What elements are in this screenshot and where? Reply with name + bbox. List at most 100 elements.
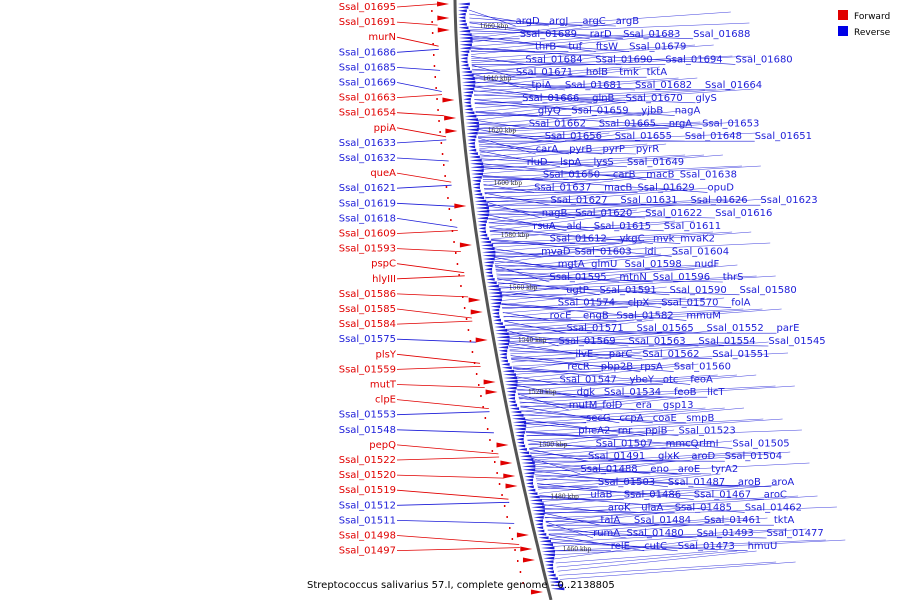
- reverse-gene-block: [476, 213, 489, 217]
- left-gene-label: Ssal_01586: [339, 289, 396, 300]
- left-gene-label: pspC: [371, 259, 396, 270]
- reverse-gene-block: [511, 414, 524, 417]
- reverse-gene-block: [488, 291, 502, 295]
- right-leader-line: [475, 99, 625, 117]
- reverse-gene-block: [493, 318, 501, 322]
- right-gene-label: Ssal_01665: [599, 118, 656, 129]
- right-gene-label: pbp2B: [601, 362, 633, 373]
- left-gene-label: Ssal_01593: [339, 244, 396, 255]
- right-gene-label: glyQ: [538, 106, 561, 117]
- right-leader-line: [520, 405, 663, 411]
- reverse-gene-block: [481, 247, 495, 251]
- right-gene-label: thrS: [723, 272, 744, 283]
- right-leader-line: [500, 275, 629, 297]
- reverse-gene-block: [516, 437, 524, 441]
- reverse-gene-block: [458, 23, 467, 26]
- left-gene-label: mutT: [370, 380, 397, 391]
- reverse-gene-block: [463, 97, 471, 101]
- reverse-gene-block: [465, 118, 478, 121]
- right-leader-line: [493, 256, 558, 270]
- right-gene-label: Ssal_01505: [732, 438, 789, 449]
- reverse-gene-block: [477, 220, 487, 223]
- right-gene-label: argC: [582, 16, 605, 27]
- right-gene-label: tmk: [619, 67, 639, 78]
- right-gene-label: ykgC: [620, 234, 645, 245]
- reverse-gene-block: [467, 142, 475, 145]
- reverse-gene-block: [498, 346, 509, 349]
- right-leader-line: [469, 22, 590, 40]
- reverse-gene-block: [494, 325, 506, 329]
- left-gene-label: Ssal_01575: [339, 334, 396, 345]
- right-gene-label: Ssal_01688: [693, 29, 750, 40]
- reverse-gene-block: [462, 91, 474, 94]
- right-leader-line: [489, 227, 654, 244]
- reverse-gene-block: [523, 471, 535, 475]
- right-leader-line: [559, 561, 796, 580]
- right-gene-label: ftsW: [596, 42, 618, 53]
- right-leader-line: [549, 538, 678, 552]
- reverse-gene-block: [541, 546, 555, 550]
- forward-gene-dot: [509, 527, 511, 529]
- right-leader-line: [522, 396, 687, 416]
- right-gene-label: Ssal_01689: [520, 29, 577, 40]
- right-leader-line: [470, 22, 621, 43]
- right-gene-label: nudF: [695, 259, 720, 270]
- right-leader-line: [557, 550, 757, 572]
- right-leader-line: [525, 431, 579, 436]
- right-gene-label: Ssal_01604: [672, 246, 729, 257]
- left-leader-line: [396, 139, 447, 144]
- right-gene-label: aroK: [608, 502, 631, 513]
- left-gene-label: Ssal_01609: [339, 229, 396, 240]
- right-leader-line: [492, 231, 733, 248]
- right-gene-label: argB: [616, 16, 639, 27]
- right-gene-label: tktA: [774, 515, 795, 526]
- right-gene-label: rpsA: [640, 362, 663, 373]
- right-gene-label: glmU: [591, 259, 617, 270]
- forward-gene-block: [437, 27, 450, 33]
- right-gene-label: Ssal_01545: [768, 336, 825, 347]
- right-leader-line: [487, 198, 747, 215]
- axis-tick-label: 1480 kbp: [550, 494, 579, 501]
- reverse-gene-block: [510, 410, 522, 414]
- right-leader-line: [538, 473, 702, 490]
- forward-gene-block: [485, 389, 498, 395]
- right-gene-label: coaE: [653, 413, 677, 424]
- reverse-gene-block: [538, 536, 549, 540]
- right-leader-line: [534, 451, 791, 474]
- right-gene-label: Ssal_01629: [638, 182, 695, 193]
- right-leader-line: [493, 242, 771, 256]
- right-gene-label: ulaB: [590, 490, 612, 501]
- forward-gene-dot: [435, 87, 437, 89]
- right-gene-label: rumA: [593, 528, 620, 539]
- right-gene-label: Ssal_01504: [725, 451, 782, 462]
- right-gene-label: thrB: [535, 42, 556, 53]
- right-gene-label: Ssal_01653: [702, 118, 759, 129]
- right-gene-label: aroA: [771, 477, 794, 488]
- reverse-gene-block: [482, 254, 496, 257]
- right-leader-line: [511, 359, 674, 372]
- reverse-gene-block: [470, 169, 484, 172]
- forward-gene-block: [468, 297, 481, 303]
- right-leader-line: [471, 64, 516, 78]
- reverse-gene-block: [529, 499, 543, 502]
- right-leader-line: [550, 528, 788, 543]
- reverse-gene-block: [459, 36, 473, 40]
- right-gene-label: Ssal_01666: [522, 93, 579, 104]
- right-gene-label: Ssal_01467: [694, 490, 751, 501]
- axis-tick-label: 1640 kbp: [483, 75, 512, 82]
- right-leader-line: [525, 418, 764, 433]
- left-leader-line: [396, 157, 449, 162]
- right-leader-line: [547, 529, 697, 539]
- right-gene-label: Ssal_01491: [588, 451, 645, 462]
- reverse-gene-block: [460, 53, 469, 57]
- right-leader-line: [527, 429, 802, 441]
- reverse-gene-block: [491, 312, 500, 315]
- forward-gene-dot: [431, 21, 433, 23]
- right-gene-label: Ssal_01563: [628, 336, 685, 347]
- right-leader-line: [486, 209, 646, 219]
- reverse-gene-block: [460, 63, 469, 67]
- reverse-gene-block: [551, 587, 565, 591]
- right-leader-line: [471, 44, 696, 59]
- right-leader-line: [511, 341, 769, 363]
- right-leader-line: [547, 517, 729, 531]
